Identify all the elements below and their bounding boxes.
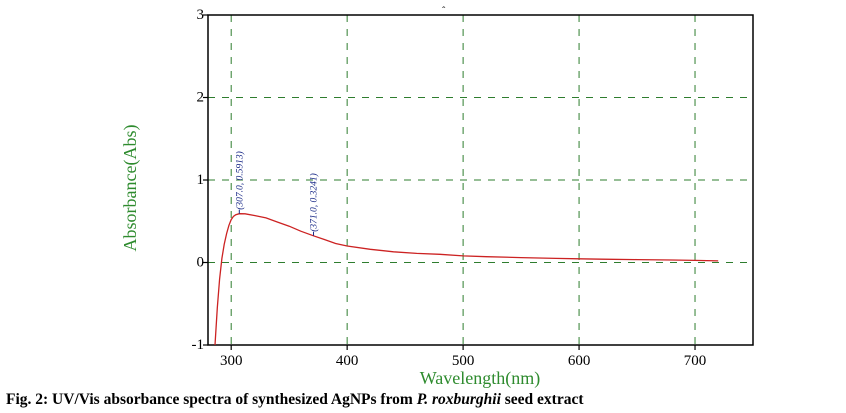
series xyxy=(214,213,719,346)
grid xyxy=(208,15,753,345)
y-tick-label-2: 2 xyxy=(197,90,205,106)
y-tick-label-0: 0 xyxy=(197,255,205,271)
annotation-label-1: (371.0, 0.3241) xyxy=(309,173,320,232)
x-tick-label-400: 400 xyxy=(336,353,359,369)
caption-species: P. roxburghii xyxy=(416,391,501,408)
small-top-mark: ˆ xyxy=(442,6,446,17)
x-axis-title: Wavelength(nm) xyxy=(420,368,541,389)
y-tick-label-1: 1 xyxy=(197,172,205,188)
x-tick-label-700: 700 xyxy=(684,353,707,369)
axis-ticks: 300 400 500 600 700 -1 0 1 2 3 xyxy=(192,7,707,369)
x-tick-label-500: 500 xyxy=(452,353,475,369)
y-tick-label--1: -1 xyxy=(192,337,205,353)
y-axis-title: Absorbance(Abs) xyxy=(120,125,141,252)
annotations: (307.0, 0.5913) (371.0, 0.3241) xyxy=(234,151,320,236)
caption-suffix: seed extract xyxy=(500,391,584,408)
x-tick-label-300: 300 xyxy=(220,353,243,369)
absorbance-curve-0 xyxy=(214,213,719,346)
figure-caption: Fig. 2: UV/Vis absorbance spectra of syn… xyxy=(6,391,584,409)
y-tick-label-3: 3 xyxy=(197,7,205,23)
annotation-label-0: (307.0, 0.5913) xyxy=(234,151,245,210)
caption-prefix: Fig. 2: UV/Vis absorbance spectra of syn… xyxy=(6,391,417,408)
x-tick-label-600: 600 xyxy=(568,353,591,369)
